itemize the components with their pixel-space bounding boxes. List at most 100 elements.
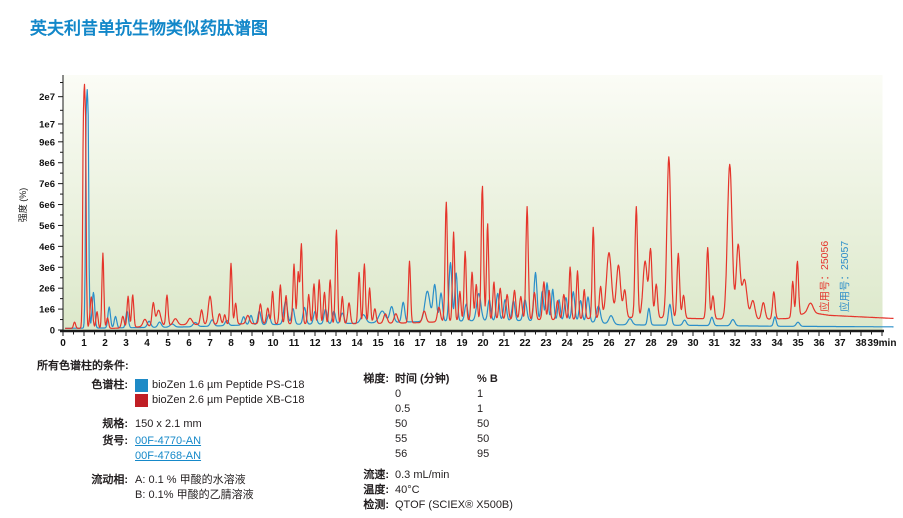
x-tick-label: 16: [393, 338, 405, 349]
temp-value: 40°C: [395, 484, 420, 496]
trace-25056: [64, 83, 894, 329]
red-swatch: [135, 394, 148, 407]
y-tick-label: 8e6: [39, 158, 55, 169]
x-tick-label: 27: [624, 338, 636, 349]
x-tick-label: 34: [771, 338, 783, 349]
x-tick-label: 25: [582, 338, 594, 349]
column-legend: bioZen 1.6 µm Peptide PS-C18 bioZen 2.6 …: [135, 378, 352, 408]
legend-item-blue: bioZen 1.6 µm Peptide PS-C18: [135, 378, 352, 393]
application-number-label: 应用号：25057: [838, 241, 851, 312]
y-tick-label: 2e6: [39, 284, 55, 295]
conditions-left: 所有色谱柱的条件: 色谱柱: bioZen 1.6 µm Peptide PS-…: [37, 359, 352, 503]
trace-25057: [64, 88, 894, 329]
x-tick-label: 37: [834, 338, 846, 349]
x-tick-label: 11: [289, 338, 300, 349]
x-tick-label: 39min: [868, 338, 897, 349]
gradient-time-cell: 0.5: [395, 403, 411, 415]
x-tick-label: 18: [435, 338, 447, 349]
x-tick-label: 4: [144, 338, 150, 349]
gradient-pctb-cell: 95: [477, 448, 490, 460]
x-tick-label: 33: [750, 338, 762, 349]
y-tick-label: 6e6: [39, 200, 55, 211]
x-tick-label: 12: [309, 338, 321, 349]
x-tick-label: 3: [123, 338, 129, 349]
gradient-pctb-cell: 50: [477, 433, 490, 445]
x-tick-label: 10: [267, 338, 279, 349]
gradient-header-pctb: % B: [477, 373, 498, 385]
x-tick-label: 7: [207, 338, 213, 349]
x-tick-label: 23: [540, 338, 552, 349]
x-tick-label: 28: [645, 338, 657, 349]
x-tick-label: 31: [708, 338, 720, 349]
x-tick-label: 2: [102, 338, 108, 349]
x-tick-label: 22: [519, 338, 531, 349]
x-tick-label: 0: [60, 338, 66, 349]
legend-label-blue: bioZen 1.6 µm Peptide PS-C18: [152, 379, 305, 391]
part-number-label: 货号:: [102, 435, 128, 447]
x-tick-label: 19: [456, 338, 468, 349]
part-numbers: 00F-4770-AN 00F-4768-AN: [135, 434, 352, 464]
x-tick-label: 8: [228, 338, 234, 349]
page-title: 英夫利昔单抗生物类似药肽谱图: [30, 19, 268, 38]
x-tick-label: 24: [561, 338, 573, 349]
y-tick-label: 7e6: [39, 179, 55, 190]
x-tick-label: 32: [729, 338, 741, 349]
gradient-time-cell: 56: [395, 448, 408, 460]
temp-label: 温度:: [363, 484, 389, 496]
legend-label-red: bioZen 2.6 µm Peptide XB-C18: [152, 394, 305, 406]
gradient-label: 梯度:: [363, 373, 389, 385]
dimension-value: 150 x 2.1 mm: [135, 418, 202, 430]
legend-item-red: bioZen 2.6 µm Peptide XB-C18: [135, 393, 352, 408]
y-tick-label: 1e6: [39, 305, 55, 316]
y-tick-label: 5e6: [39, 221, 55, 232]
mobile-phase-label: 流动相:: [91, 474, 128, 486]
y-tick-label: 2e7: [39, 92, 55, 103]
x-tick-label: 9: [249, 338, 255, 349]
gradient-time-cell: 55: [395, 433, 408, 445]
x-tick-label: 29: [666, 338, 678, 349]
dimension-label: 规格:: [102, 418, 128, 430]
gradient-pctb-cell: 50: [477, 418, 490, 430]
gradient-time-cell: 50: [395, 418, 408, 430]
chromatogram-chart: 0 1e6 2e6 3e6 4e6 5e6 6e6 7e6 8e6 9e6 1e7 2e7 强度 (%)…: [17, 75, 897, 349]
x-tick-label: 14: [351, 338, 363, 349]
conditions-right: 梯度: 时间 (分钟) % B 0 1 0.5 1 50 50 55 50 56 95 流速: 0…: [353, 372, 593, 513]
detection-value: QTOF (SCIEX® X500B): [395, 499, 513, 511]
gradient-header-time: 时间 (分钟): [395, 373, 450, 385]
gradient-pctb-cell: 1: [477, 403, 484, 415]
y-tick-label: 9e6: [39, 137, 55, 148]
x-tick-label: 5: [165, 338, 171, 349]
x-tick-label: 20: [477, 338, 489, 349]
y-axis-title: 强度 (%): [17, 188, 28, 223]
part-number-link-1[interactable]: 00F-4770-AN: [135, 435, 202, 447]
conditions-header: 所有色谱柱的条件:: [37, 360, 129, 372]
x-tick-label: 6: [186, 338, 192, 349]
flow-value: 0.3 mL/min: [395, 469, 450, 481]
y-tick-label: 4e6: [39, 242, 55, 253]
x-tick-label: 35: [792, 338, 804, 349]
application-number-label: 应用号：25056: [818, 241, 831, 312]
gradient-time-cell: 0: [395, 388, 402, 400]
part-number-link-2[interactable]: 00F-4768-AN: [135, 450, 202, 462]
x-tick-label: 1: [81, 338, 87, 349]
x-tick-label: 30: [687, 338, 699, 349]
y-tick-label: 1e7: [39, 119, 55, 130]
x-tick-label: 26: [603, 338, 615, 349]
mobile-phase-a: A: 0.1 % 甲酸的水溶液: [135, 474, 246, 486]
y-tick-label: 0: [50, 326, 55, 337]
x-tick-label: 17: [414, 338, 426, 349]
x-tick-label: 21: [498, 338, 510, 349]
flow-label: 流速:: [363, 469, 389, 481]
x-tick-label: 15: [372, 338, 384, 349]
mobile-phase-b: B: 0.1% 甲酸的乙腈溶液: [135, 489, 254, 501]
blue-swatch: [135, 379, 148, 392]
x-tick-label: 36: [813, 338, 825, 349]
y-tick-label: 3e6: [39, 263, 55, 274]
mobile-phases: A: 0.1 % 甲酸的水溶液 B: 0.1% 甲酸的乙腈溶液: [135, 473, 352, 503]
gradient-pctb-cell: 1: [477, 388, 484, 400]
x-tick-label: 13: [330, 338, 342, 349]
column-label: 色谱柱:: [91, 379, 128, 391]
detection-label: 检测:: [363, 499, 389, 511]
gradient-table: 时间 (分钟) % B 0 1 0.5 1 50 50 55 50 56 95: [395, 372, 593, 462]
